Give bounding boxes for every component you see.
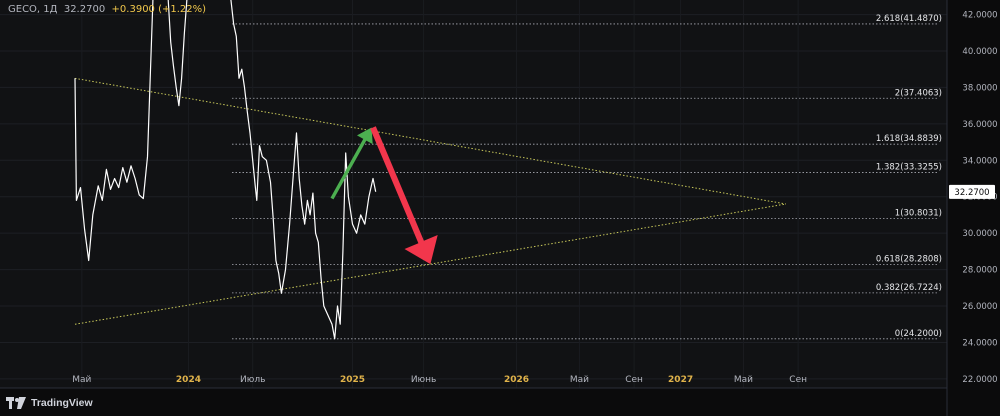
triangle-upper-line bbox=[74, 77, 786, 205]
fib-level-label: 0(24.2000) bbox=[895, 329, 942, 339]
fib-level-label: 0.382(26.7224) bbox=[876, 283, 942, 293]
tradingview-logo-icon bbox=[6, 397, 26, 409]
time-tick-label: Май bbox=[734, 375, 753, 385]
plot-area bbox=[0, 0, 947, 388]
price-tick-label: 28.0000 bbox=[962, 266, 997, 276]
price-line bbox=[74, 0, 377, 340]
symbol-name: GECO bbox=[8, 4, 37, 15]
time-tick-label: Сен bbox=[789, 375, 807, 385]
price-axis-panel bbox=[947, 0, 1000, 416]
time-tick-label: 2027 bbox=[668, 375, 693, 385]
time-tick-label: 2024 bbox=[176, 375, 201, 385]
tradingview-logo-text: TradingView bbox=[31, 397, 93, 409]
fib-level-label: 1.618(34.8839) bbox=[876, 134, 942, 144]
price-tick-label: 22.0000 bbox=[962, 375, 997, 385]
time-tick-label: 2026 bbox=[504, 375, 529, 385]
price-tick-label: 24.0000 bbox=[962, 338, 997, 348]
price-series-group bbox=[74, 0, 377, 340]
time-tick-label: Июнь bbox=[411, 375, 437, 385]
price-tick-label: 40.0000 bbox=[962, 47, 997, 57]
time-tick-label: Сен bbox=[625, 375, 643, 385]
current-price-label: 32.2700 bbox=[954, 188, 989, 198]
price-tick-label: 30.0000 bbox=[962, 229, 997, 239]
price-tick-label: 36.0000 bbox=[962, 120, 997, 130]
time-tick-label: Июль bbox=[240, 375, 265, 385]
fib-level-label: 1.382(33.3255) bbox=[876, 163, 942, 173]
current-price-badge bbox=[949, 184, 995, 199]
symbol-legend: GECO, 1Д 32.2700 +0.3900 (+1.22%) bbox=[8, 4, 207, 15]
price-tick-label: 34.0000 bbox=[962, 156, 997, 166]
fib-level-label: 1(30.8031) bbox=[895, 209, 942, 219]
fib-level-label: 0.618(28.2808) bbox=[876, 254, 942, 264]
triangle-lower-line bbox=[74, 203, 786, 325]
tradingview-logo[interactable]: TradingView bbox=[6, 397, 93, 409]
down-arrow bbox=[370, 126, 438, 265]
price-change: +0.3900 bbox=[111, 4, 155, 15]
time-tick-label: Май bbox=[570, 375, 589, 385]
price-tick-label: 38.0000 bbox=[962, 83, 997, 93]
up-arrow bbox=[330, 127, 373, 200]
time-tick-label: Май bbox=[72, 375, 91, 385]
fib-level-label: 2.618(41.4870) bbox=[876, 14, 942, 24]
price-tick-label: 42.0000 bbox=[962, 11, 997, 21]
fib-level-label: 2(37.4063) bbox=[895, 88, 942, 98]
time-tick-label: 2025 bbox=[340, 375, 365, 385]
price-tick-label: 26.0000 bbox=[962, 302, 997, 312]
interval-label: 1Д bbox=[43, 4, 58, 15]
last-price: 32.2700 bbox=[63, 4, 106, 15]
price-change-pct: (+1.22%) bbox=[158, 4, 207, 15]
